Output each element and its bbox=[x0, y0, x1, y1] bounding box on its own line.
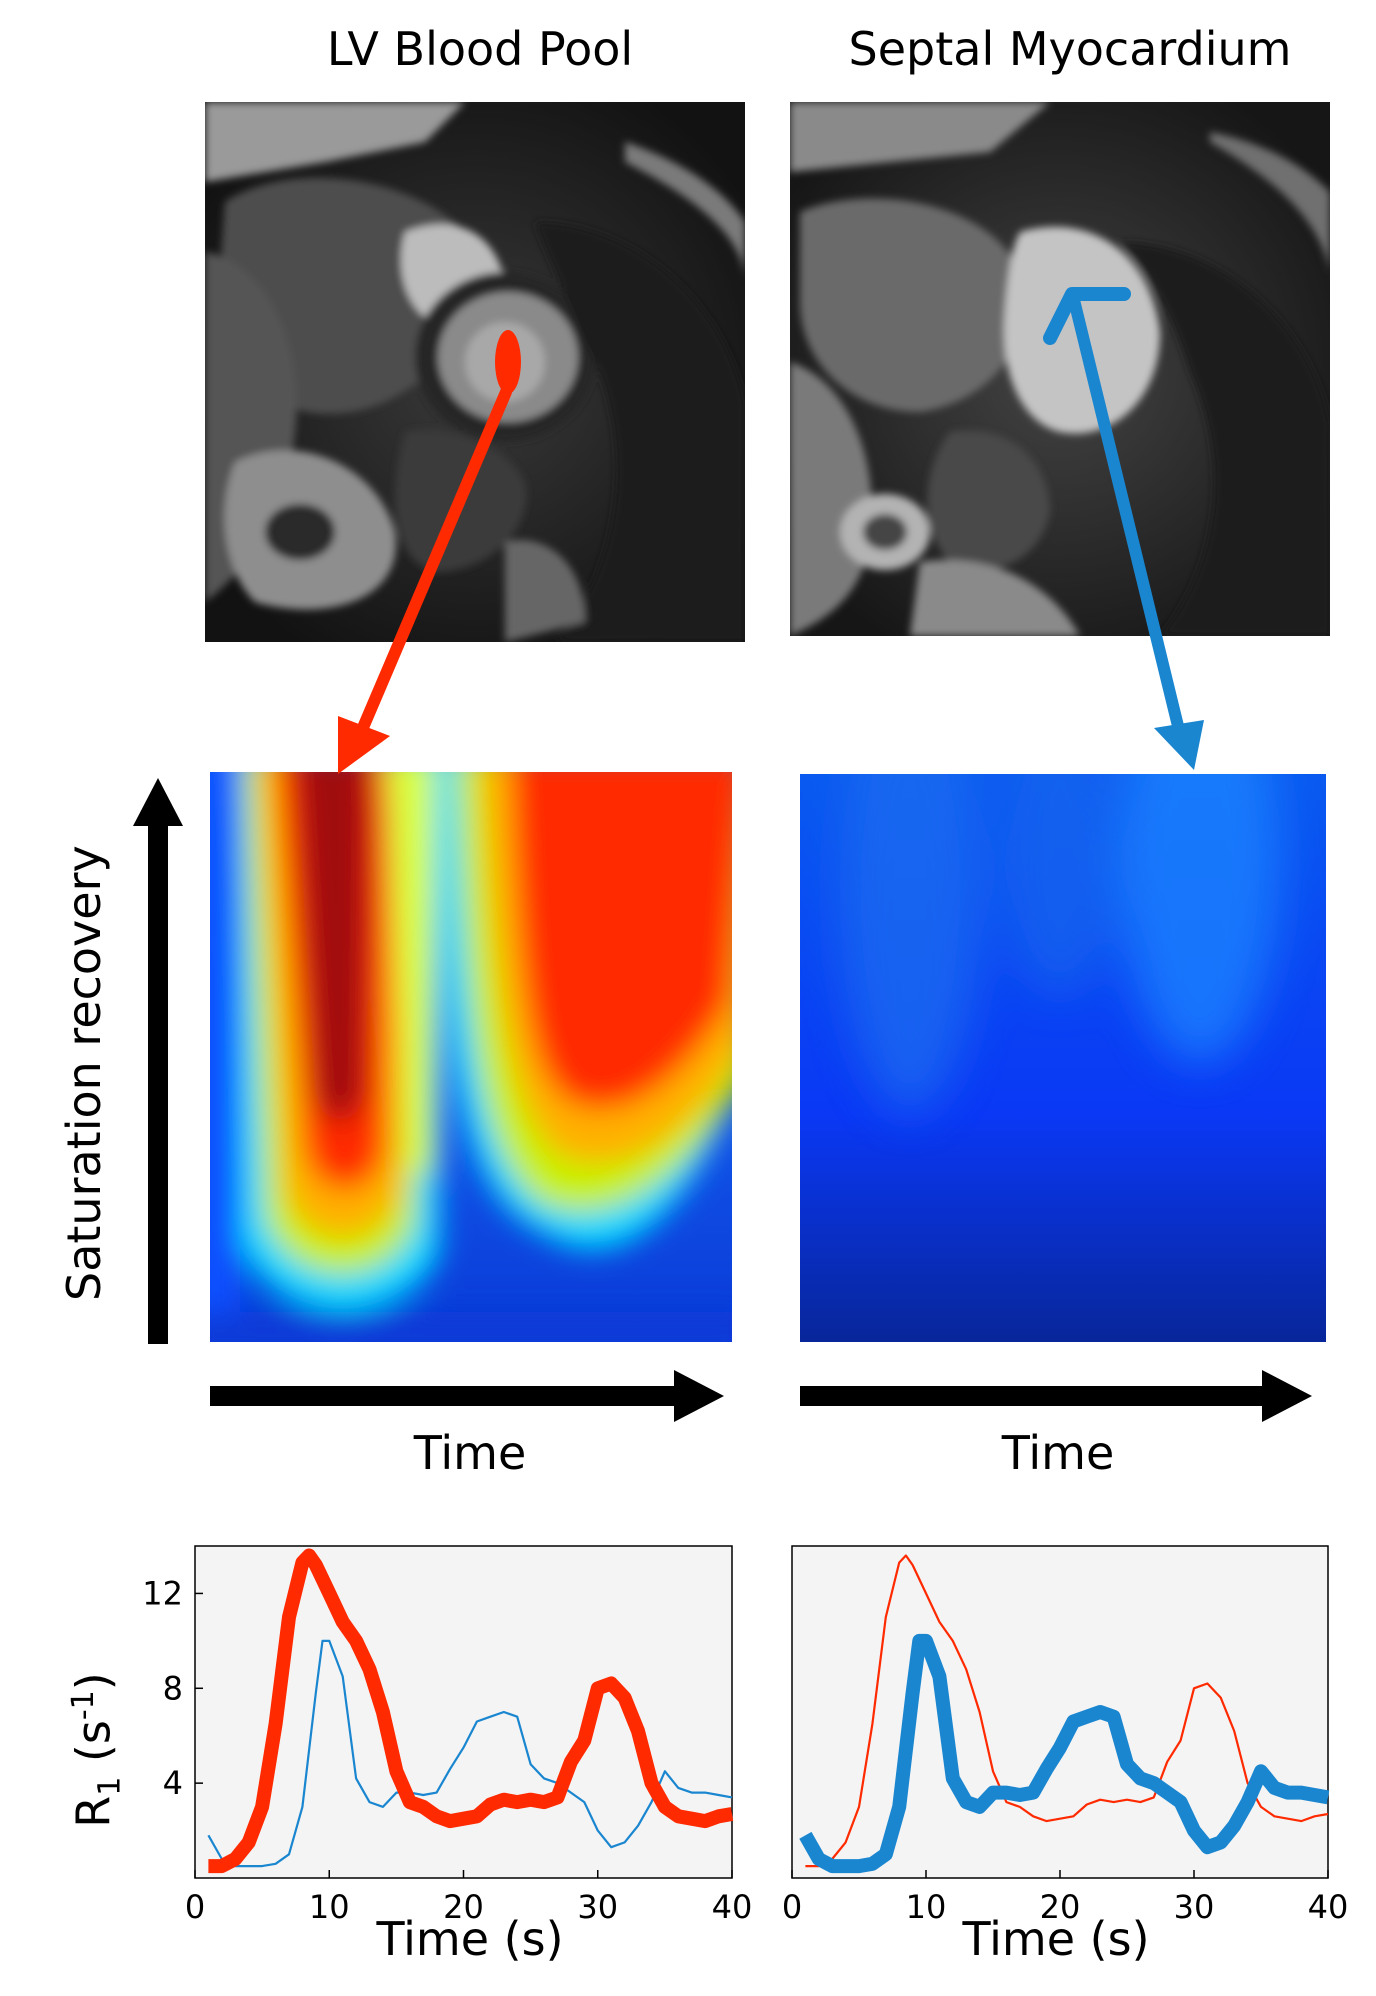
septal-arrow-line bbox=[1068, 294, 1184, 732]
saturation-recovery-arrowhead bbox=[133, 778, 183, 826]
x-tick-label: 10 bbox=[309, 1888, 350, 1926]
septal-arrow-head bbox=[1154, 720, 1204, 770]
x-tick-label: 40 bbox=[712, 1888, 753, 1926]
x-tick-label: 10 bbox=[906, 1888, 947, 1926]
heatmap-septal-myocardium bbox=[800, 774, 1326, 1342]
r1-charts: 0 10 20 30 40 4 8 12 0 10 20 30 40 bbox=[142, 1545, 1349, 1926]
lv-roi-marker bbox=[495, 330, 521, 394]
y-tick-label: 12 bbox=[142, 1574, 183, 1612]
r1-ylabel: R1 (s-1) bbox=[36, 1672, 156, 1827]
lv-arrow-head bbox=[338, 716, 390, 774]
title-lv-blood-pool: LV Blood Pool bbox=[326, 22, 634, 76]
mri-image-right bbox=[790, 102, 1330, 636]
title-septal-myocardium: Septal Myocardium bbox=[848, 22, 1292, 76]
x-tick-label: 0 bbox=[782, 1888, 802, 1926]
time-arrowhead-left bbox=[674, 1370, 724, 1422]
r1-chart-left: 0 10 20 30 40 4 8 12 bbox=[142, 1545, 753, 1926]
series-line-myocardium-thick bbox=[799, 1633, 1330, 1874]
r1-ylabel-sup: -1 bbox=[66, 1690, 101, 1721]
time-label-left: Time bbox=[413, 1426, 527, 1480]
y-tick-label: 4 bbox=[163, 1764, 183, 1802]
xaxis-title-right: Time (s) bbox=[962, 1912, 1150, 1966]
time-label-right: Time bbox=[1001, 1426, 1115, 1480]
series-line-blood-thick bbox=[208, 1548, 734, 1874]
r1-chart-right: 0 10 20 30 40 bbox=[782, 1545, 1349, 1926]
time-arrowhead-right bbox=[1262, 1370, 1312, 1422]
mri-image-left bbox=[205, 102, 745, 642]
lv-arrow-line bbox=[356, 386, 512, 736]
chart-plot-area bbox=[791, 1545, 1329, 1879]
series-line-myocardium-thin bbox=[207, 1639, 733, 1868]
x-tick-label: 20 bbox=[443, 1888, 484, 1926]
y-tick-label: 8 bbox=[163, 1669, 183, 1707]
r1-ylabel-close: ) bbox=[66, 1672, 121, 1691]
x-tick-label: 20 bbox=[1040, 1888, 1081, 1926]
saturation-recovery-label: Saturation recovery bbox=[57, 845, 111, 1301]
r1-ylabel-main: R bbox=[66, 1795, 121, 1828]
series-line-blood-thin bbox=[805, 1554, 1329, 1868]
heatmap-lv-blood-pool bbox=[210, 772, 732, 1342]
x-tick-label: 30 bbox=[577, 1888, 618, 1926]
septal-roi-marker bbox=[1043, 287, 1131, 345]
xaxis-title-left: Time (s) bbox=[376, 1912, 564, 1966]
r1-ylabel-sub: 1 bbox=[92, 1776, 128, 1796]
x-tick-label: 0 bbox=[185, 1888, 205, 1926]
x-tick-label: 40 bbox=[1308, 1888, 1349, 1926]
x-tick-label: 30 bbox=[1174, 1888, 1215, 1926]
r1-ylabel-rest: (s bbox=[66, 1720, 121, 1777]
